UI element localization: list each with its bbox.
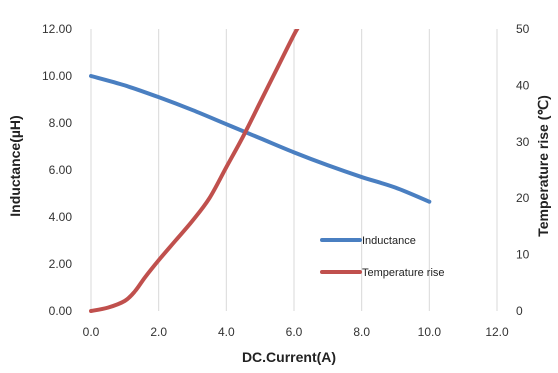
x-tick-label: 2.0 [150,325,167,339]
y-tick-label: 10.00 [42,69,72,83]
y-tick-label: 0.00 [49,304,73,318]
legend-label-inductance: Inductance [362,235,416,247]
y-tick-label: 6.00 [49,163,73,177]
y-tick-label: 12.00 [42,22,72,36]
legend: Inductance Temperature rise [320,235,445,279]
x-tick-labels: 0.0 2.0 4.0 6.0 8.0 10.0 12.0 [83,325,509,339]
series-line-temperature-rise [89,29,300,313]
y2-tick-label: 0 [516,304,523,318]
y2-tick-label: 30 [516,135,530,149]
y2-axis-title: Temperature rise (℃) [535,95,551,237]
y-tick-label: 2.00 [49,257,73,271]
y-tick-label: 4.00 [49,210,73,224]
legend-label-temperature-rise: Temperature rise [362,267,445,279]
x-tick-label: 10.0 [418,325,442,339]
y2-tick-label: 50 [516,22,530,36]
y-tick-label: 8.00 [49,116,73,130]
series-line-inductance [89,74,432,204]
y-axis-title: Inductance(µH) [7,115,23,216]
y2-tick-label: 20 [516,191,530,205]
x-tick-label: 6.0 [286,325,303,339]
x-tick-label: 8.0 [353,325,370,339]
series-layer [89,29,432,313]
y2-tick-labels: 0 10 20 30 40 50 [516,22,530,318]
y2-tick-label: 40 [516,78,530,92]
x-tick-label: 4.0 [218,325,235,339]
y-tick-labels: 0.00 2.00 4.00 6.00 8.00 10.00 12.00 [42,22,72,318]
y2-tick-label: 10 [516,248,530,262]
x-axis-title: DC.Current(A) [242,349,336,365]
x-tick-label: 0.0 [83,325,100,339]
x-tick-label: 12.0 [485,325,509,339]
